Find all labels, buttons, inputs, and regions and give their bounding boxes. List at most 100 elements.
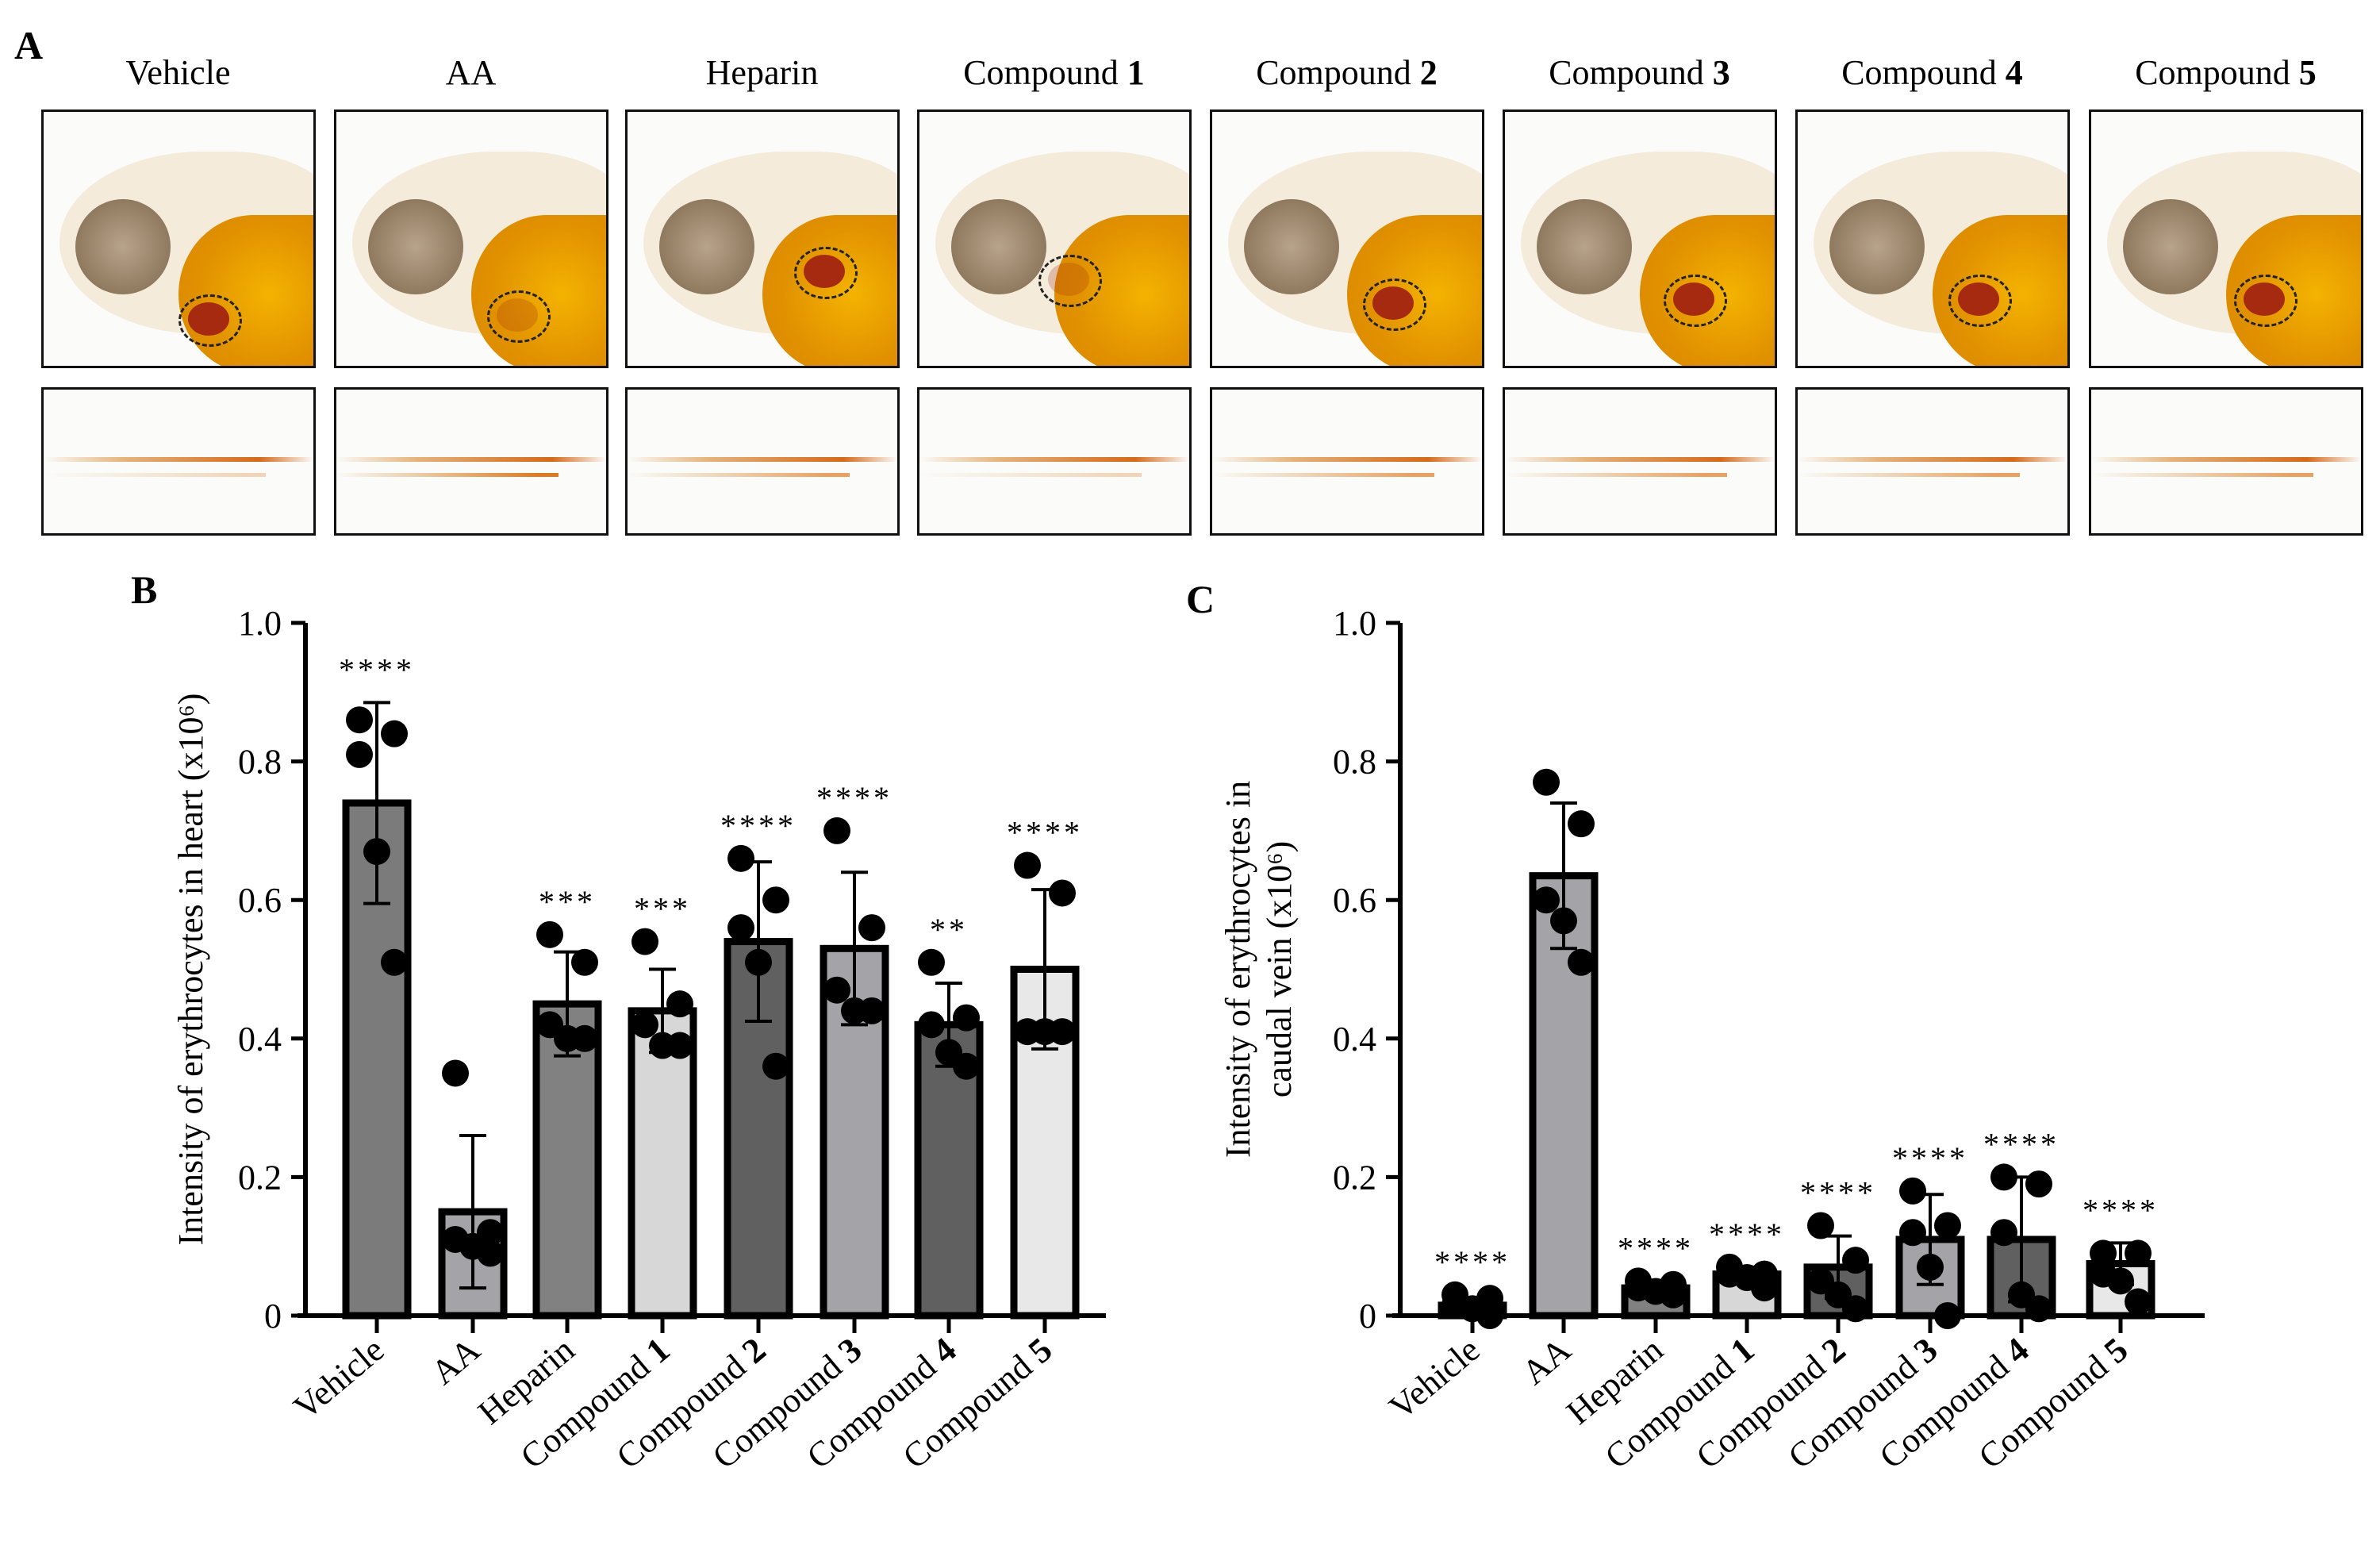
data-point: [1842, 1295, 1869, 1323]
fish-tail-image: [1210, 387, 1484, 536]
data-point: [1533, 886, 1560, 914]
data-point: [666, 1032, 693, 1059]
chart-panel-c: C 0 0.2 0.4 0.6 0.8 1.0 Intensity of erythrocyt…: [1186, 577, 2205, 1477]
data-point: [1014, 851, 1041, 879]
fish-tail-image: [2089, 387, 2363, 536]
fish-eye: [368, 199, 463, 294]
title-text: Compound: [1549, 53, 1713, 92]
significance-label: ***: [634, 891, 691, 927]
caudal-vein: [628, 473, 850, 477]
title-number: 1: [1127, 53, 1145, 92]
data-point: [2107, 1267, 2134, 1295]
fish-head-image: [2089, 110, 2363, 368]
caudal-vessel: [1798, 457, 2067, 462]
data-point: [2125, 1239, 2152, 1267]
fish-eye: [951, 199, 1046, 294]
y-tick-label: 0: [264, 1297, 282, 1335]
data-point: [1751, 1274, 1778, 1302]
x-tick-label: Vehicle: [1382, 1330, 1488, 1427]
data-point: [346, 740, 373, 768]
data-point: [1990, 1163, 2017, 1191]
y-tick-label: 0.8: [1333, 743, 1376, 782]
significance-label: ****: [720, 808, 797, 844]
caudal-vein: [1505, 473, 1727, 477]
fish-tail-image: [41, 387, 316, 536]
significance-label: ****: [1983, 1126, 2059, 1162]
caudal-vessel: [2091, 457, 2361, 462]
data-point: [762, 1052, 789, 1080]
data-point: [1568, 810, 1595, 838]
data-point: [918, 1011, 945, 1039]
data-point: [745, 948, 772, 976]
significance-label: **: [930, 912, 968, 947]
data-point: [536, 920, 563, 948]
data-point: [2025, 1170, 2052, 1198]
category-name: AA: [1514, 1330, 1578, 1393]
fish-tail-image: [1795, 387, 2070, 536]
caudal-vessel: [1212, 457, 1482, 462]
y-axis-label: Intensity of erythrocytes in: [1219, 781, 1257, 1158]
caudal-vessel: [336, 457, 606, 462]
y-tick-label: 0.8: [238, 743, 282, 782]
data-point: [858, 997, 885, 1024]
fish-column-title: Compound 3: [1503, 52, 1776, 93]
y-tick-label: 0.6: [238, 881, 282, 920]
fish-column-title: Compound 4: [1795, 52, 2069, 93]
data-point: [953, 1052, 980, 1080]
fish-column-title: Vehicle: [41, 52, 315, 93]
data-point: [363, 838, 390, 866]
fish-column-title: Compound 2: [1210, 52, 1484, 93]
x-tick-label: Vehicle: [286, 1330, 392, 1427]
data-point: [442, 1059, 469, 1087]
fish-tail-image: [334, 387, 608, 536]
y-axis-label: caudal vein (x10⁶): [1260, 841, 1299, 1097]
caudal-vein: [1798, 473, 2020, 477]
fish-eye: [659, 199, 754, 294]
title-number: 4: [2005, 53, 2023, 92]
fish-head-image: [625, 110, 900, 368]
dashed-circle-marker: [2234, 275, 2297, 327]
y-tick-label: 1.0: [238, 604, 282, 643]
title-text: AA: [445, 53, 497, 92]
data-point: [631, 1011, 658, 1039]
significance-label: ****: [2082, 1192, 2159, 1228]
data-point: [477, 1239, 504, 1267]
caudal-vessel: [44, 457, 313, 462]
fish-tail-image: [625, 387, 900, 536]
fish-head-image: [917, 110, 1192, 368]
data-point: [2090, 1239, 2117, 1267]
dashed-circle-marker: [1363, 279, 1426, 331]
title-text: Compound: [2135, 53, 2299, 92]
panel-label-b: B: [131, 567, 157, 612]
data-point: [823, 976, 850, 1004]
fish-head-image: [1210, 110, 1484, 368]
data-point: [1049, 1018, 1076, 1046]
dashed-circle-marker: [178, 294, 242, 347]
fish-eye: [1537, 199, 1632, 294]
caudal-vein: [1212, 473, 1434, 477]
data-point: [666, 990, 693, 1018]
dashed-circle-marker: [1038, 255, 1102, 307]
significance-label: ****: [1709, 1216, 1785, 1252]
title-number: 2: [1419, 53, 1438, 92]
y-tick-label: 0.6: [1333, 881, 1376, 920]
title-text: Compound: [1256, 53, 1420, 92]
category-name: Vehicle: [1382, 1330, 1488, 1427]
data-point: [727, 844, 754, 872]
data-point: [1533, 768, 1560, 796]
fish-head-image: [1795, 110, 2070, 368]
title-text: Heparin: [705, 53, 819, 92]
data-point: [1899, 1219, 1926, 1247]
fish-column-title: AA: [334, 52, 608, 93]
chart-panel-b: B 0 0.2 0.4 0.6 0.8 1.0 Intensity of erythrocyt…: [131, 567, 1106, 1477]
significance-label: ****: [339, 651, 415, 687]
caudal-vessel: [1505, 457, 1775, 462]
y-tick-label: 1.0: [1333, 604, 1376, 643]
fish-column-title: Heparin: [625, 52, 899, 93]
x-tick-label: AA: [424, 1330, 487, 1393]
y-axis-label: Intensity of erythrocytes in heart (x10⁶…: [171, 694, 210, 1246]
data-point: [381, 948, 408, 976]
fish-tail-image: [1503, 387, 1777, 536]
x-tick-label: AA: [1514, 1330, 1578, 1393]
data-point: [346, 706, 373, 734]
